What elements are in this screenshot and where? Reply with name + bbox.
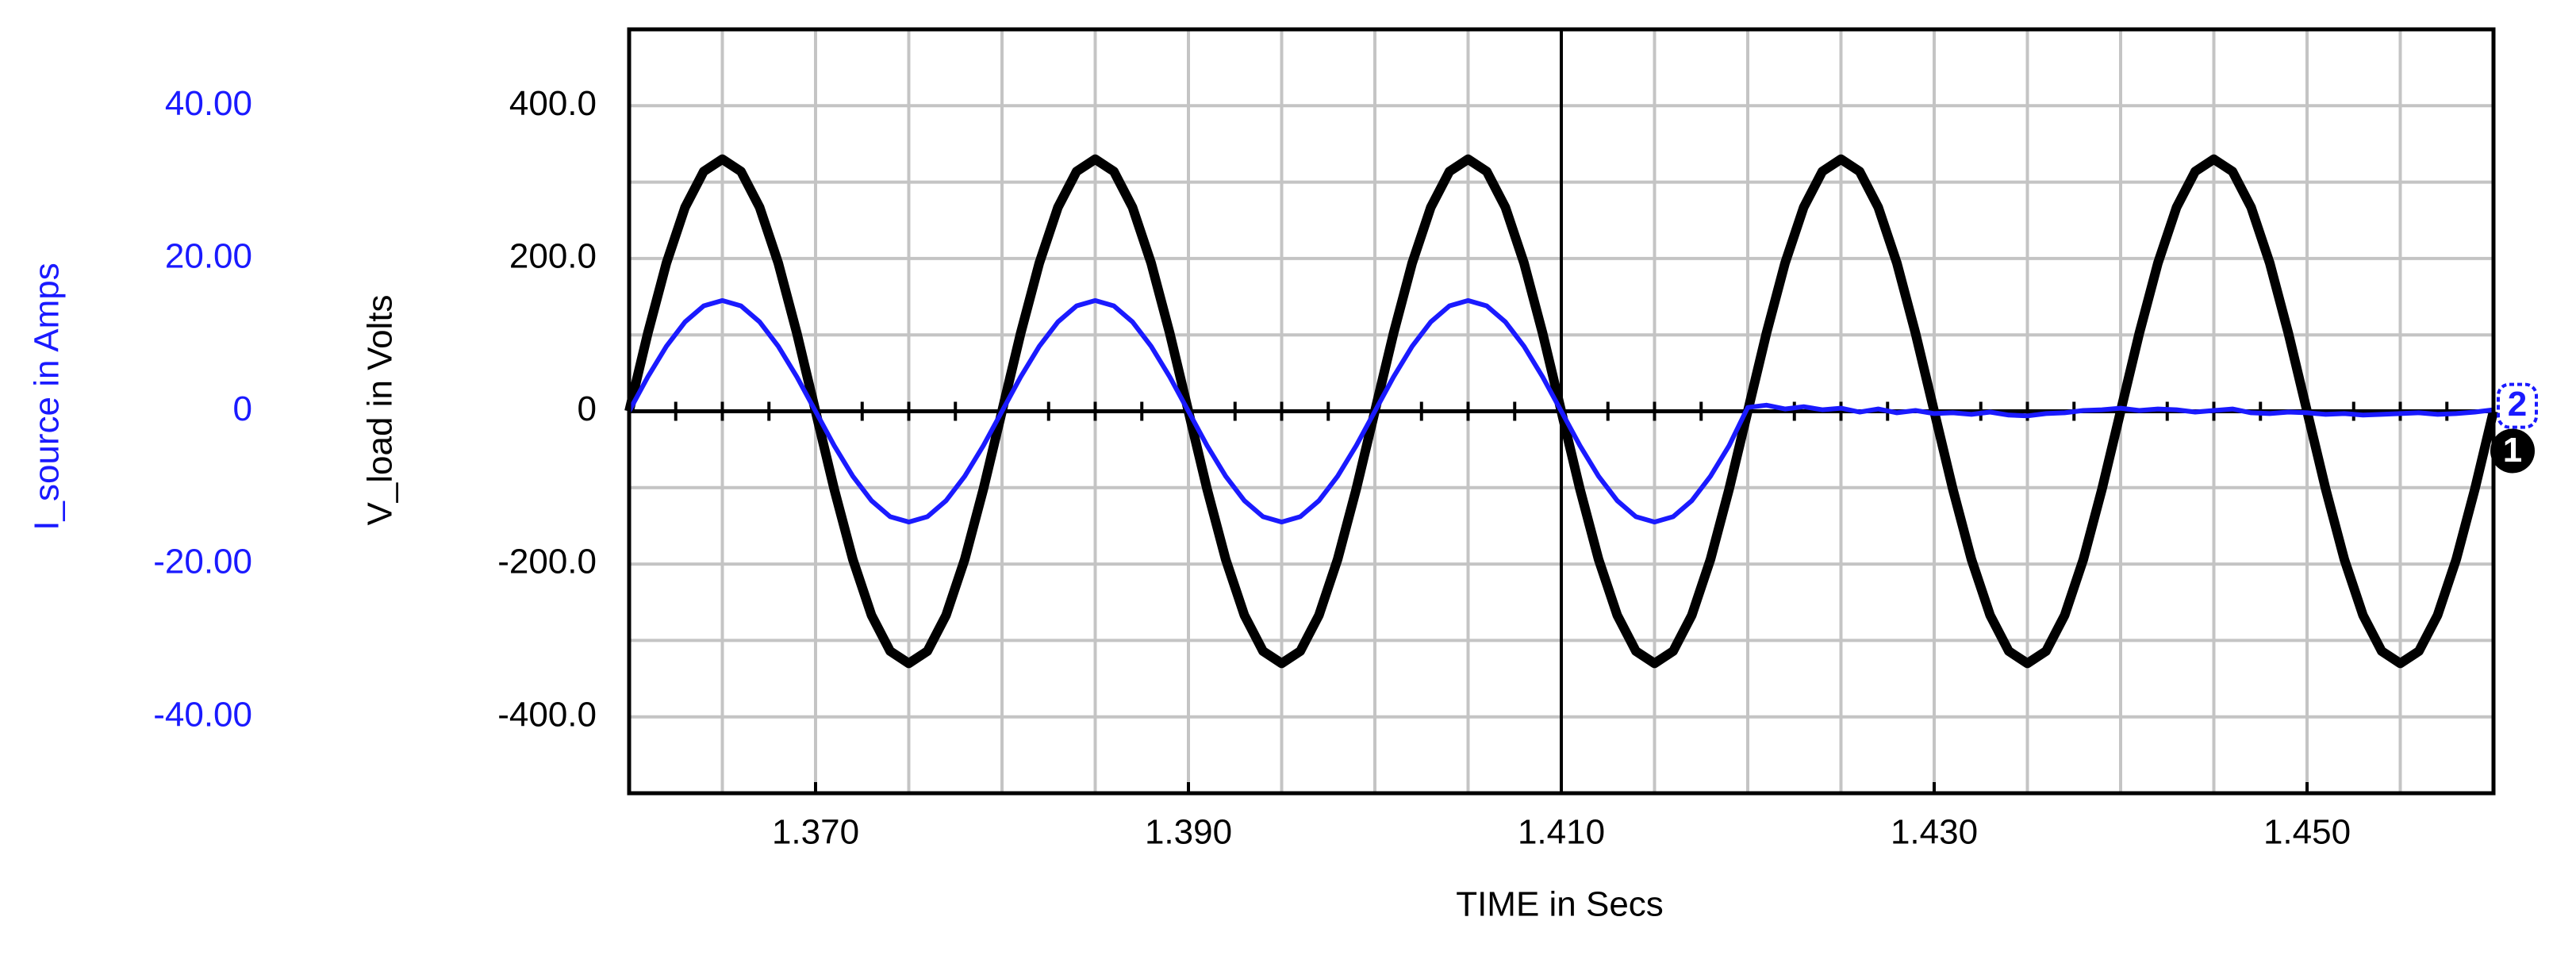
y2-tick-label: -20.00 <box>153 543 252 581</box>
series-marker-badge <box>2497 382 2538 429</box>
y2-tick-label: 20.00 <box>165 237 252 276</box>
series-marker-badge <box>2490 428 2535 474</box>
y-tick-label: 400.0 <box>509 84 597 123</box>
x-tick-label: 1.450 <box>2263 813 2351 852</box>
y2-tick-label: 40.00 <box>165 84 252 123</box>
x-tick-label: 1.430 <box>1891 813 1978 852</box>
x-axis-title: TIME in Secs <box>1456 885 1664 924</box>
y-tick-label: -200.0 <box>497 543 597 581</box>
y2-tick-label: 0 <box>233 389 252 428</box>
y-tick-label: 200.0 <box>509 237 597 276</box>
y-tick-label: 0 <box>578 389 597 428</box>
x-tick-label: 1.370 <box>772 813 859 852</box>
x-tick-label: 1.390 <box>1145 813 1232 852</box>
series-marker: 2 <box>2508 385 2527 424</box>
y2-tick-label: -40.00 <box>153 695 252 734</box>
y-axis-title: V_load in Volts <box>361 294 400 525</box>
x-tick-label: 1.410 <box>1518 813 1605 852</box>
y-tick-label: -400.0 <box>497 695 597 734</box>
y2-axis-title: I_source in Amps <box>28 263 67 531</box>
plot-frame <box>627 27 2496 796</box>
series-marker: 1 <box>2503 431 2522 470</box>
series-line <box>627 297 2494 525</box>
